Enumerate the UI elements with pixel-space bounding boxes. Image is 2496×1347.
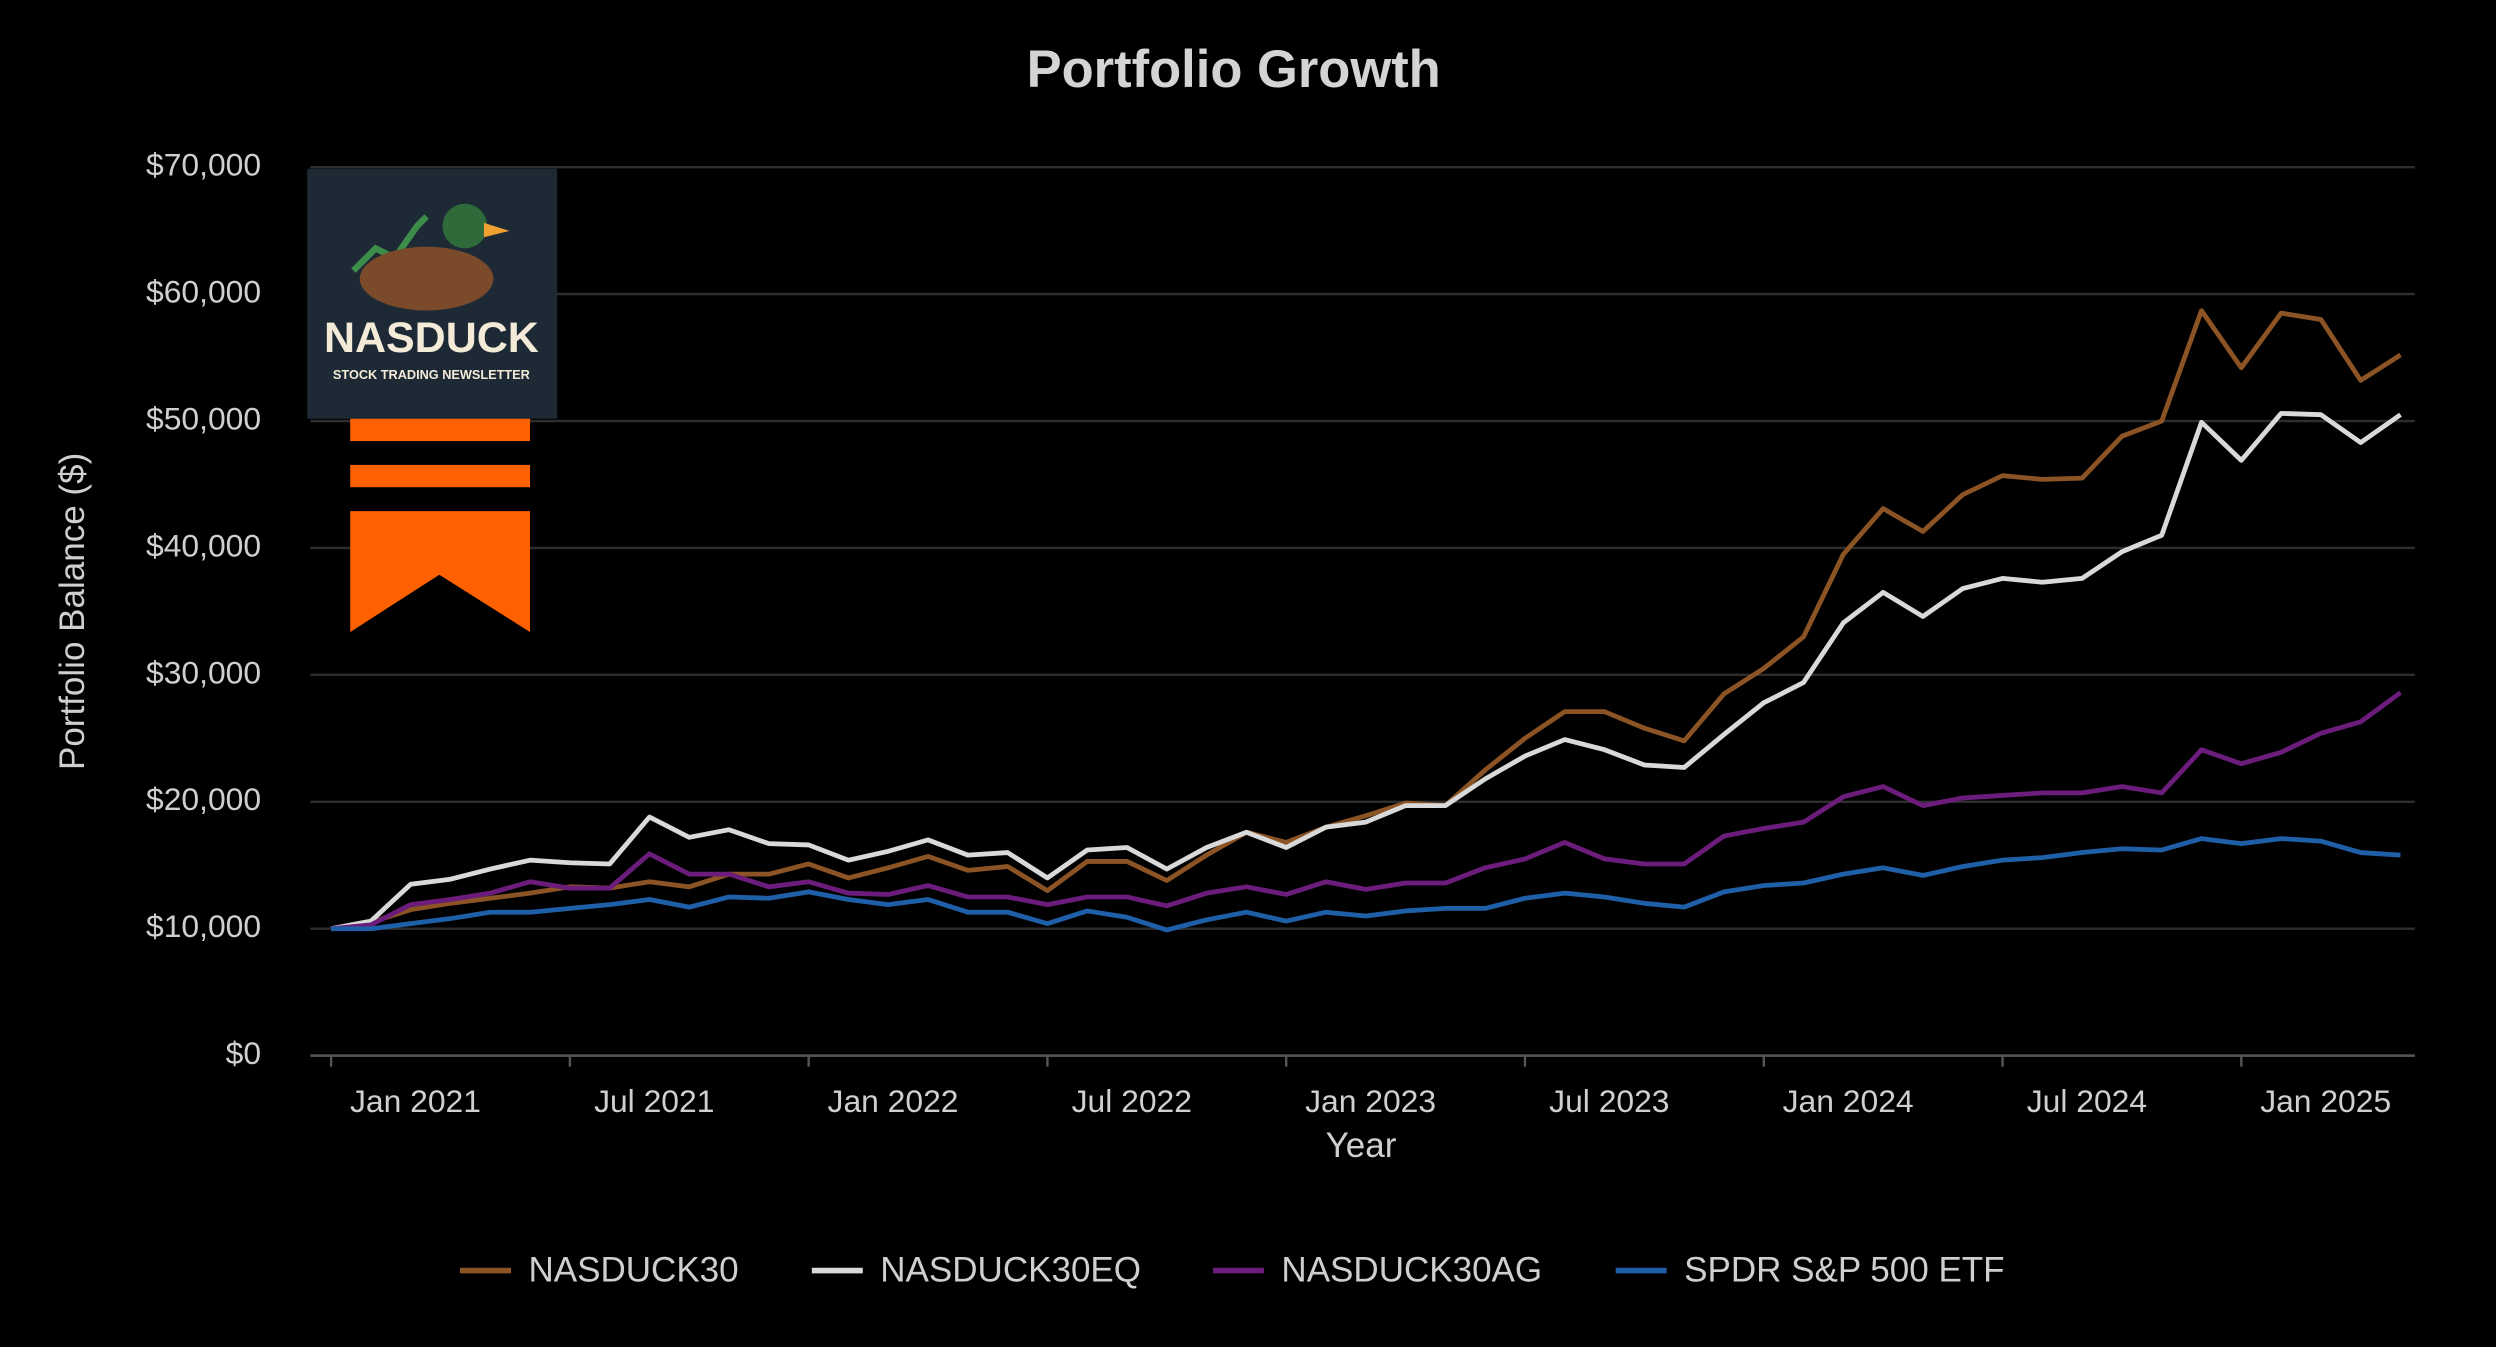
y-tick-label: $10,000: [146, 908, 261, 944]
legend-label: NASDUCK30: [528, 1250, 738, 1289]
ribbon: [350, 511, 531, 633]
x-tick-label: Jan 2024: [1783, 1083, 1914, 1119]
y-tick-label: $40,000: [146, 527, 261, 563]
legend-label: NASDUCK30AG: [1281, 1250, 1542, 1289]
duck-beak: [483, 222, 510, 238]
logo-title: NASDUCK: [324, 314, 539, 362]
series-line: [331, 836, 2401, 933]
y-tick-label: $60,000: [146, 274, 261, 310]
ribbon: [350, 417, 531, 442]
y-tick-label: $0: [226, 1035, 261, 1071]
y-tick-label: $50,000: [146, 400, 261, 436]
x-tick-label: Jul 2021: [594, 1083, 714, 1119]
legend-label: NASDUCK30EQ: [880, 1250, 1141, 1289]
duck-head: [442, 203, 488, 249]
x-tick-label: Jan 2023: [1305, 1083, 1436, 1119]
x-tick-label: Jul 2023: [1549, 1083, 1669, 1119]
logo-subtitle: STOCK TRADING NEWSLETTER: [333, 367, 530, 382]
lines: [330, 308, 2402, 933]
legend-label: SPDR S&P 500 ETF: [1684, 1250, 2004, 1289]
x-tick-label: Jul 2022: [1072, 1083, 1192, 1119]
x-tick-label: Jan 2021: [350, 1083, 481, 1119]
x-tick-label: Jul 2024: [2027, 1083, 2147, 1119]
y-tick-label: $70,000: [146, 147, 261, 183]
y-tick-label: $20,000: [146, 781, 261, 817]
y-axis-label: Portfolio Balance ($): [53, 453, 92, 770]
legend: NASDUCK30 NASDUCK30EQ NASDUCK30AG SPDR S&P …: [460, 1250, 2005, 1289]
grid: $0 $10,000 $20,000 $30,000 $40,000 $50,000 $60…: [146, 147, 2415, 1119]
y-tick-label: $30,000: [146, 654, 261, 690]
series-line: [330, 411, 2402, 932]
ribbon: [350, 464, 531, 488]
x-tick-label: Jan 2025: [2260, 1083, 2391, 1119]
chart-title: Portfolio Growth: [1027, 40, 1441, 99]
duck-body: [359, 246, 494, 311]
logo: NASDUCK STOCK TRADING NEWSLETTER: [307, 168, 558, 633]
x-axis-label: Year: [1326, 1126, 1397, 1165]
x-tick-label: Jan 2022: [828, 1083, 959, 1119]
series-line: [330, 308, 2402, 932]
series-line: [330, 690, 2402, 932]
